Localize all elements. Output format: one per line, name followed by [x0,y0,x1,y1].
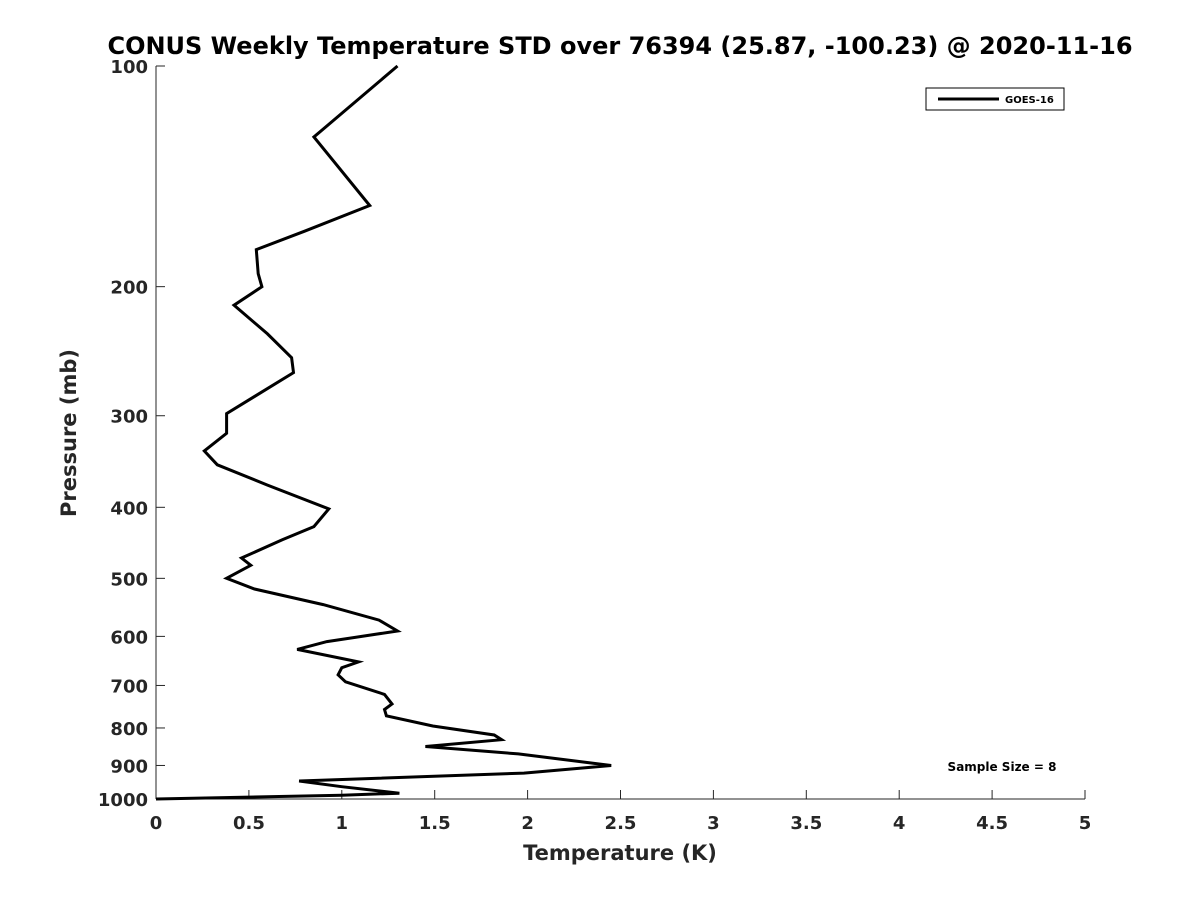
x-tick-label: 4 [893,813,906,834]
x-tick-label: 0.5 [233,813,265,834]
series-group [155,64,612,801]
series-line-goes-16 [155,64,612,801]
x-axis-ticks: 0 0.5 1 1.5 2 2.5 3 3.5 4 4.5 5 [150,790,1092,834]
y-tick-label: 900 [110,756,148,777]
x-tick-label: 2 [521,813,534,834]
x-tick-label: 0 [150,813,163,834]
x-tick-label: 4.5 [976,813,1008,834]
y-tick-label: 600 [110,627,148,648]
legend-entry-goes-16: GOES-16 [1005,95,1054,106]
axes [155,66,1085,800]
x-tick-label: 1.5 [419,813,451,834]
x-tick-label: 1 [336,813,349,834]
legend: GOES-16 [925,87,1065,111]
y-axis-label: Pressure (mb) [57,349,81,517]
x-tick-label: 3 [707,813,720,834]
y-tick-label: 700 [110,676,148,697]
y-tick-label: 200 [110,278,148,299]
y-tick-label: 1000 [98,790,148,811]
y-tick-label: 300 [110,407,148,428]
y-tick-label: 100 [110,57,148,78]
y-tick-label: 500 [110,569,148,590]
y-tick-label: 800 [110,719,148,740]
chart-title: CONUS Weekly Temperature STD over 76394 … [107,32,1132,60]
x-axis-label: Temperature (K) [523,841,717,865]
x-tick-label: 5 [1079,813,1092,834]
x-tick-label: 3.5 [790,813,822,834]
sample-size-annotation: Sample Size = 8 [948,760,1057,774]
y-axis-ticks: 100 200 300 400 500 600 700 800 900 1000 [98,57,165,811]
y-tick-label: 400 [110,498,148,519]
x-tick-label: 2.5 [605,813,637,834]
